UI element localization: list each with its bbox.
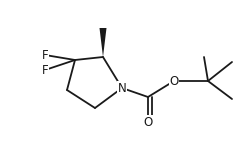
Text: F: F xyxy=(42,63,48,77)
Polygon shape xyxy=(100,28,106,57)
Text: O: O xyxy=(170,75,178,87)
Text: F: F xyxy=(42,49,48,61)
Text: O: O xyxy=(144,115,152,129)
Text: N: N xyxy=(118,82,126,94)
